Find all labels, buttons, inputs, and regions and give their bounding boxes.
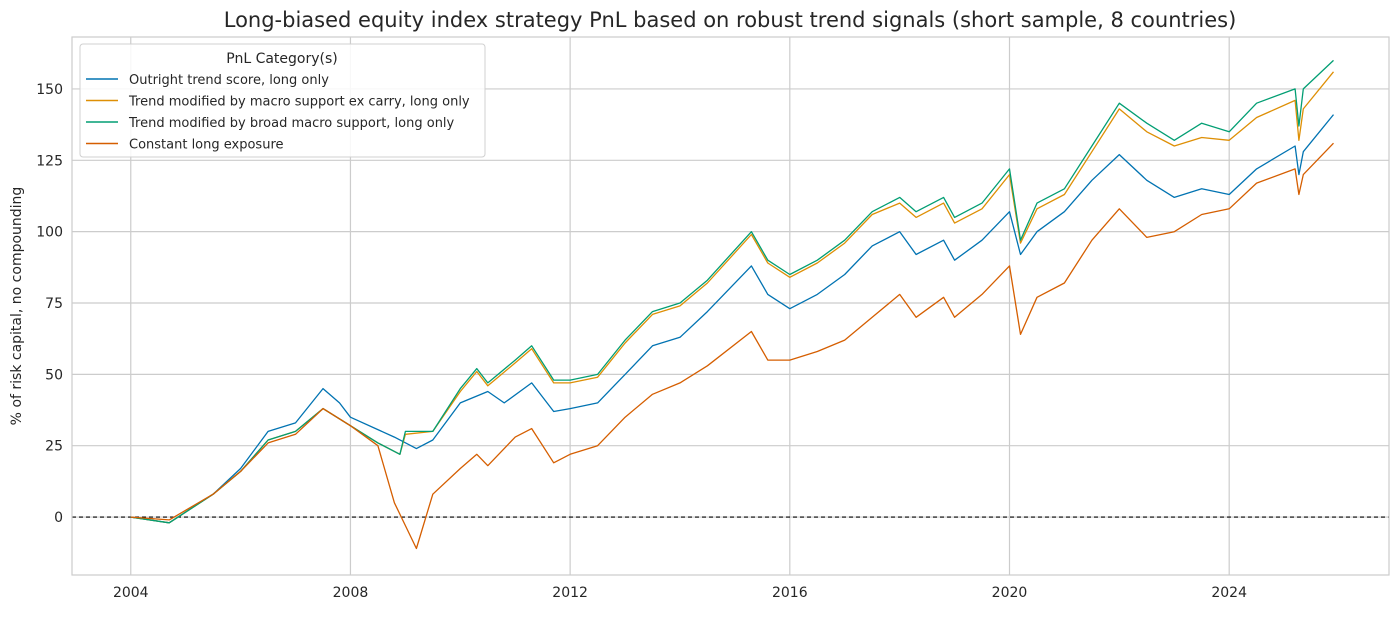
y-tick-label: 50 <box>45 367 63 383</box>
y-tick-label: 150 <box>36 82 63 98</box>
y-tick-label: 0 <box>54 510 63 526</box>
series-lines <box>130 59 1335 550</box>
legend-title: PnL Category(s) <box>226 51 338 67</box>
chart-title: Long-biased equity index strategy PnL ba… <box>224 8 1237 32</box>
legend-entry: Trend modified by broad macro support, l… <box>128 116 455 131</box>
y-tick-label: 25 <box>45 439 63 455</box>
tick-labels: 2004 2008 2012 2016 2020 2024 0 25 50 75 100 125 150 <box>36 82 1247 601</box>
x-tick-label: 2024 <box>1211 585 1247 601</box>
plot-frame <box>71 36 1390 576</box>
x-tick-label: 2012 <box>552 585 588 601</box>
series-line-3 <box>130 59 1334 524</box>
y-tick-label: 100 <box>36 225 63 241</box>
y-axis-label: % of risk capital, no compounding <box>9 187 25 426</box>
x-tick-label: 2020 <box>992 585 1028 601</box>
y-tick-label: 75 <box>45 296 63 312</box>
x-tick-label: 2016 <box>772 585 808 601</box>
legend-entry: Outright trend score, long only <box>129 73 329 88</box>
series-line-4 <box>130 142 1334 550</box>
legend-entry: Constant long exposure <box>129 138 284 153</box>
legend-box <box>79 43 486 158</box>
legend: PnL Category(s) Outright trend score, lo… <box>79 43 486 158</box>
x-tick-label: 2004 <box>113 585 149 601</box>
legend-entry: Trend modified by macro support ex carry… <box>128 95 470 110</box>
grid <box>72 37 1389 575</box>
series-line-1 <box>130 114 1335 524</box>
x-tick-label: 2008 <box>333 585 369 601</box>
y-tick-label: 125 <box>36 153 63 169</box>
